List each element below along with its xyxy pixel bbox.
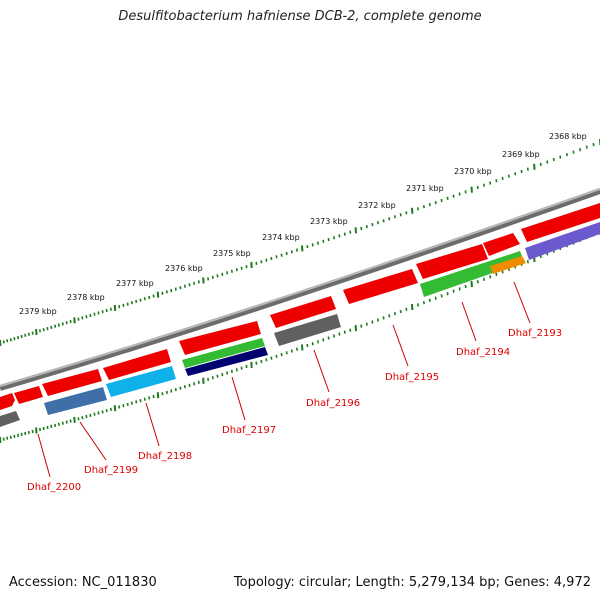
feature-gray-2 bbox=[274, 314, 341, 346]
gene-label-dhaf-2196: Dhaf_2196 bbox=[306, 398, 360, 409]
gene-label-dhaf-2194: Dhaf_2194 bbox=[456, 347, 510, 358]
leader-line-dhaf-2196 bbox=[313, 349, 330, 393]
genome-backbone-highlight bbox=[0, 188, 600, 387]
feature-red-1 bbox=[0, 393, 15, 410]
topology-text: Topology: circular; Length: 5,279,134 bp… bbox=[233, 575, 591, 590]
feature-cyan bbox=[106, 366, 176, 397]
feature-navy bbox=[185, 347, 268, 376]
feature-red-3 bbox=[42, 369, 102, 396]
feature-red-4 bbox=[103, 349, 171, 380]
gene-label-dhaf-2197: Dhaf_2197 bbox=[222, 425, 276, 436]
kbp-label-2370: 2370 kbp bbox=[454, 167, 492, 176]
feature-red-9 bbox=[483, 233, 520, 256]
kbp-label-2375: 2375 kbp bbox=[213, 249, 251, 258]
feature-orange bbox=[490, 256, 526, 274]
feature-slate-blue bbox=[525, 222, 600, 260]
leader-line-dhaf-2198 bbox=[145, 402, 160, 447]
feature-gray-1 bbox=[0, 411, 20, 427]
kbp-label-2369: 2369 kbp bbox=[502, 150, 540, 159]
feature-red-5 bbox=[179, 321, 261, 355]
gene-label-dhaf-2195: Dhaf_2195 bbox=[385, 372, 439, 383]
kbp-label-2379: 2379 kbp bbox=[19, 307, 57, 316]
kbp-label-2378: 2378 kbp bbox=[67, 293, 105, 302]
kbp-label-2372: 2372 kbp bbox=[358, 201, 396, 210]
outer-tick-ring bbox=[0, 139, 600, 347]
kbp-label-2376: 2376 kbp bbox=[165, 264, 203, 273]
leader-line-dhaf-2194 bbox=[461, 301, 477, 342]
kbp-label-2371: 2371 kbp bbox=[406, 184, 444, 193]
gene-label-dhaf-2198: Dhaf_2198 bbox=[138, 451, 192, 462]
kbp-label-2373: 2373 kbp bbox=[310, 217, 348, 226]
feature-red-6 bbox=[270, 296, 336, 328]
feature-green-1 bbox=[182, 338, 265, 368]
gene-label-dhaf-2193: Dhaf_2193 bbox=[508, 328, 562, 339]
inner-tick-ring bbox=[0, 229, 600, 444]
feature-green-2 bbox=[420, 251, 524, 297]
feature-red-7 bbox=[343, 269, 418, 304]
feature-red-10 bbox=[521, 203, 600, 242]
leader-line-dhaf-2193 bbox=[513, 281, 531, 324]
gene-label-dhaf-2199: Dhaf_2199 bbox=[84, 465, 138, 476]
feature-red-8 bbox=[416, 244, 488, 279]
map-title: Desulfitobacterium hafniense DCB-2, comp… bbox=[118, 9, 482, 24]
kbp-label-2368: 2368 kbp bbox=[549, 132, 587, 141]
accession-text: Accession: NC_011830 bbox=[9, 575, 157, 590]
kbp-label-2374: 2374 kbp bbox=[262, 233, 300, 242]
leader-line-dhaf-2200 bbox=[37, 433, 51, 478]
kbp-label-2377: 2377 kbp bbox=[116, 279, 154, 288]
feature-steel-blue bbox=[44, 387, 107, 415]
leader-line-dhaf-2199 bbox=[79, 421, 107, 461]
leader-line-dhaf-2195 bbox=[392, 324, 409, 367]
genome-backbone bbox=[0, 188, 600, 391]
gene-label-dhaf-2200: Dhaf_2200 bbox=[27, 482, 81, 493]
feature-red-2 bbox=[14, 386, 43, 404]
leader-line-dhaf-2197 bbox=[231, 376, 246, 421]
